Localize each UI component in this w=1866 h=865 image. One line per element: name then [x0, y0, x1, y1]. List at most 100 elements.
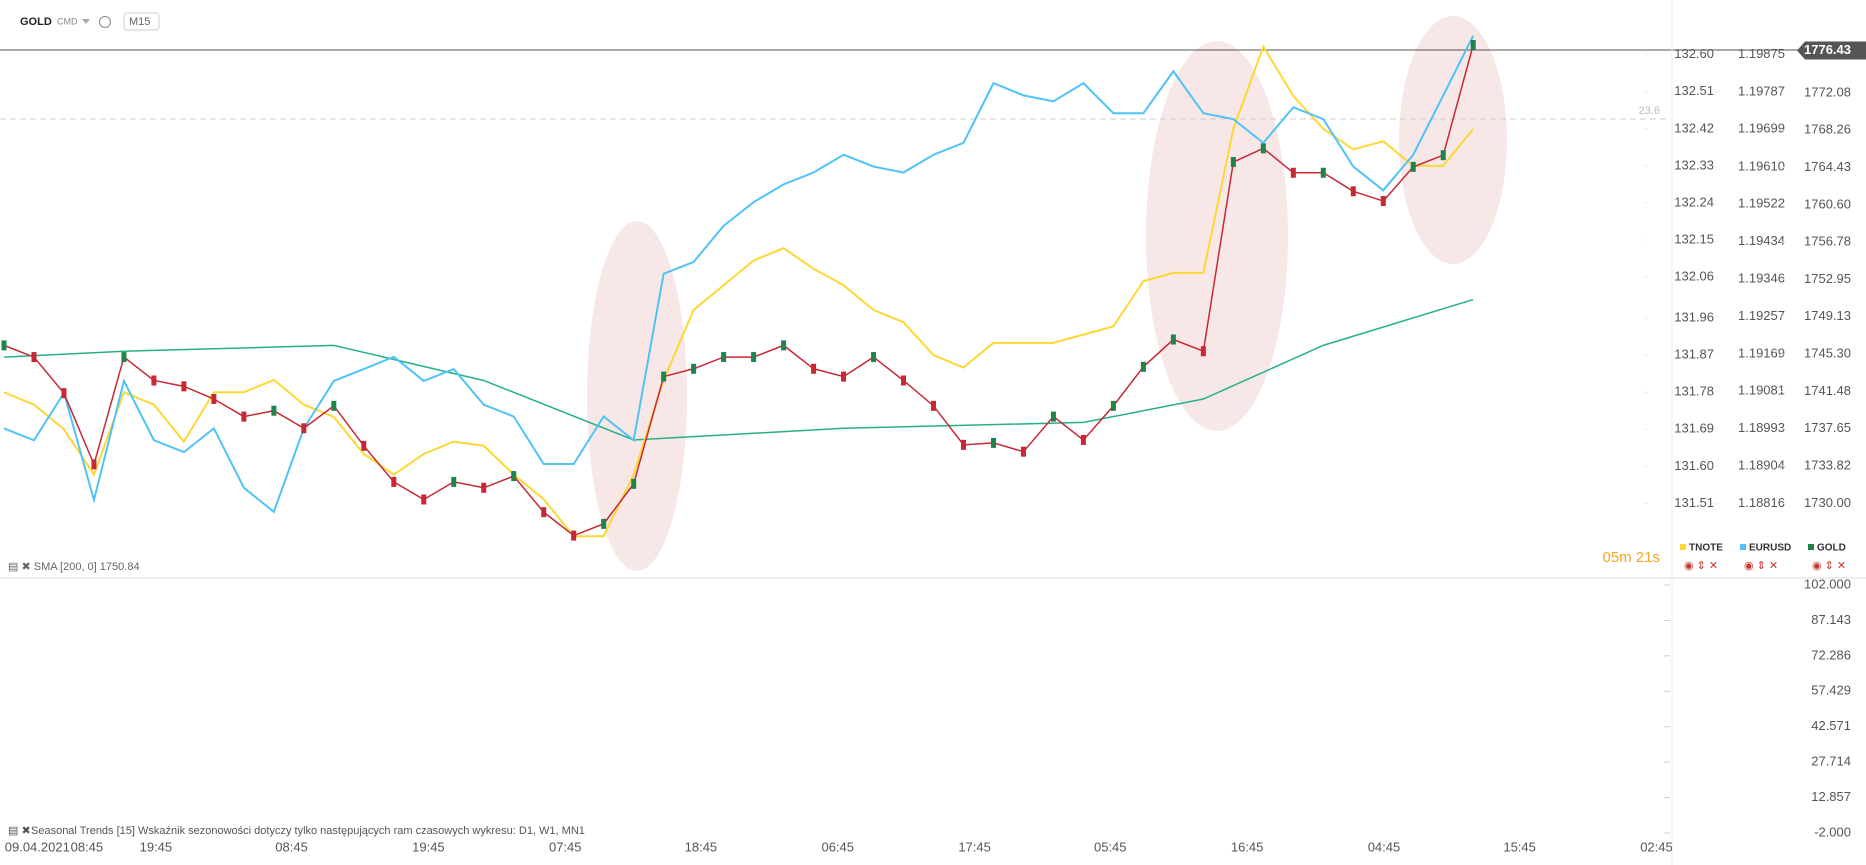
x-tick-label: 15:45	[1503, 839, 1536, 854]
interval[interactable]: M15	[129, 16, 150, 28]
x-tick-label: 19:45	[140, 839, 173, 854]
candle	[481, 482, 487, 493]
y-tick-label: 131.69	[1674, 421, 1714, 436]
y-tick-label: 1733.82	[1804, 458, 1851, 473]
candle	[1440, 150, 1446, 161]
y-tick-label: 42.571	[1811, 718, 1851, 733]
candle	[1410, 161, 1416, 172]
candle	[841, 371, 847, 382]
legend-icons: ◉ ⇕ ✕	[1684, 560, 1718, 572]
y-tick-label: 1764.43	[1804, 159, 1851, 174]
legend-swatch	[1808, 544, 1814, 550]
candle	[721, 352, 727, 363]
x-tick-label: 04:45	[1368, 839, 1401, 854]
y-tick-label: 1768.26	[1804, 122, 1851, 137]
sma-params: [200, 0]	[60, 561, 97, 573]
series-line	[3, 44, 1474, 537]
candle	[1380, 196, 1386, 207]
candle	[181, 381, 187, 392]
candle	[781, 340, 787, 351]
candle	[1, 340, 7, 351]
candle	[91, 459, 97, 470]
x-tick-label: 06:45	[821, 839, 854, 854]
x-tick-label: 17:45	[958, 839, 991, 854]
y-tick-label: 1752.95	[1804, 271, 1851, 286]
legend-label: TNOTE	[1689, 543, 1723, 554]
candle	[61, 388, 67, 399]
candle	[241, 411, 247, 422]
x-tick-label: 19:45	[412, 839, 445, 854]
last-price-label: 1776.43	[1804, 42, 1851, 57]
y-tick-label: 1.19346	[1738, 270, 1785, 285]
y-tick-label: 1745.30	[1804, 346, 1851, 361]
y-tick-label: 1756.78	[1804, 234, 1851, 249]
candle	[751, 352, 757, 363]
x-tick-label: 02:45	[1640, 839, 1673, 854]
candle	[301, 423, 307, 434]
sma-name: SMA	[34, 561, 59, 573]
fib-label: 23.6	[1639, 105, 1660, 117]
highlight-ellipse	[1399, 16, 1507, 264]
y-tick-label: 1772.08	[1804, 84, 1851, 99]
y-tick-label: 1.19787	[1738, 83, 1785, 98]
candle	[391, 476, 397, 487]
candle	[1050, 411, 1056, 422]
sma-name: ▤ ✖	[8, 561, 34, 573]
y-tick-label: 131.51	[1674, 495, 1714, 510]
candle	[931, 400, 937, 411]
y-tick-label: 132.24	[1674, 194, 1714, 209]
candle	[211, 394, 217, 405]
x-tick-label: 18:45	[685, 839, 718, 854]
y-tick-label: 1.19169	[1738, 345, 1785, 360]
y-tick-label: 1.19434	[1738, 233, 1785, 248]
legend-label: GOLD	[1817, 543, 1846, 554]
highlight-ellipse	[1146, 41, 1288, 431]
candle	[960, 439, 966, 450]
candle	[811, 363, 817, 374]
sma-line	[3, 298, 1474, 441]
y-tick-label: 1.19081	[1738, 383, 1785, 398]
x-tick-label: 16:45	[1231, 839, 1264, 854]
y-tick-label: 1741.48	[1804, 383, 1851, 398]
x-tick-label: 08:45	[275, 839, 308, 854]
y-tick-label: 131.87	[1674, 347, 1714, 362]
symbol[interactable]: GOLD	[20, 16, 52, 28]
instrument-type: CMD	[57, 16, 78, 26]
candle	[361, 440, 367, 451]
dropdown-caret[interactable]	[82, 19, 90, 24]
y-tick-label: 57.429	[1811, 683, 1851, 698]
candle	[990, 437, 996, 448]
y-tick-label: 87.143	[1811, 612, 1851, 627]
y-tick-label: 131.60	[1674, 458, 1714, 473]
candle	[1230, 157, 1236, 168]
series-line	[3, 44, 1474, 538]
sma-label: ▤ ✖ SMA [200, 0] 1750.84	[8, 561, 140, 573]
y-tick-label: 1.18993	[1738, 420, 1785, 435]
candle	[1170, 334, 1176, 345]
y-tick-label: 1.19257	[1738, 308, 1785, 323]
y-tick-label: 1.19875	[1738, 46, 1785, 61]
y-tick-label: 131.96	[1674, 310, 1714, 325]
y-tick-label: -2.000	[1814, 824, 1851, 839]
candle-timer: 05m 21s	[1602, 549, 1660, 566]
candle	[331, 400, 337, 411]
y-tick-label: 102.000	[1804, 576, 1851, 591]
legend-icons: ◉ ⇕ ✕	[1744, 560, 1778, 572]
info-icon[interactable]	[99, 16, 111, 28]
x-tick-label: 08:45	[71, 839, 104, 854]
candle	[421, 494, 427, 505]
legend-label: EURUSD	[1749, 543, 1791, 554]
highlight-ellipse	[587, 221, 687, 571]
candle	[121, 352, 127, 363]
y-tick-label: 1.19522	[1738, 196, 1785, 211]
candle	[1350, 186, 1356, 197]
candle	[451, 476, 457, 487]
candle	[1200, 346, 1206, 357]
y-tick-label: 132.15	[1674, 231, 1714, 246]
candle	[1470, 39, 1476, 50]
candle	[571, 530, 577, 541]
candle	[1260, 143, 1266, 154]
interval-box[interactable]	[123, 12, 160, 31]
y-tick-label: 27.714	[1811, 754, 1851, 769]
